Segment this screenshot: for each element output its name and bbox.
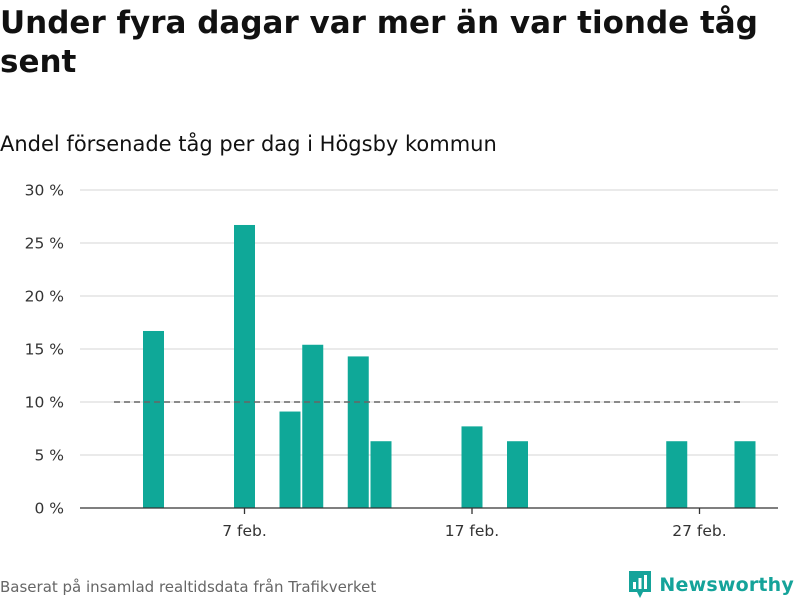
y-tick-label: 5 %: [34, 447, 64, 465]
bar: [302, 344, 324, 508]
bar: [461, 426, 483, 508]
x-tick-label: 7 feb.: [222, 522, 267, 540]
y-tick-label: 25 %: [25, 235, 64, 253]
newsworthy-logo-icon: [629, 571, 652, 598]
bar: [143, 330, 164, 508]
chart-title: Under fyra dagar var mer än var tionde t…: [0, 5, 758, 80]
bars: [143, 224, 756, 509]
brand-logo: Newsworthy: [627, 570, 794, 600]
x-tick-label: 17 feb.: [445, 522, 499, 540]
x-axis: 7 feb. 17 feb. 27 feb.: [80, 507, 778, 540]
bar: [347, 356, 369, 508]
chart-subtitle: Andel försenade tåg per dag i Högsby kom…: [0, 132, 497, 156]
y-tick-label: 30 %: [25, 182, 64, 200]
bar: [370, 441, 392, 508]
bar: [734, 441, 756, 508]
bar-chart: 0 % 5 % 10 % 15 % 20 % 25 % 30 % 7 feb. 17 feb.…: [25, 182, 778, 540]
bar: [507, 441, 528, 508]
y-tick-label: 0 %: [34, 500, 64, 518]
bar: [234, 224, 255, 509]
x-tick-label: 27 feb.: [672, 522, 726, 540]
source-note: Baserat på insamlad realtidsdata från Tr…: [0, 578, 377, 596]
y-tick-label: 10 %: [25, 394, 64, 412]
gridlines: [80, 189, 778, 456]
brand-name: Newsworthy: [659, 574, 794, 596]
y-tick-label: 20 %: [25, 288, 64, 306]
bar: [666, 441, 688, 508]
bar: [279, 411, 301, 508]
y-axis-ticks: 0 % 5 % 10 % 15 % 20 % 25 % 30 %: [25, 182, 64, 518]
y-tick-label: 15 %: [25, 341, 64, 359]
